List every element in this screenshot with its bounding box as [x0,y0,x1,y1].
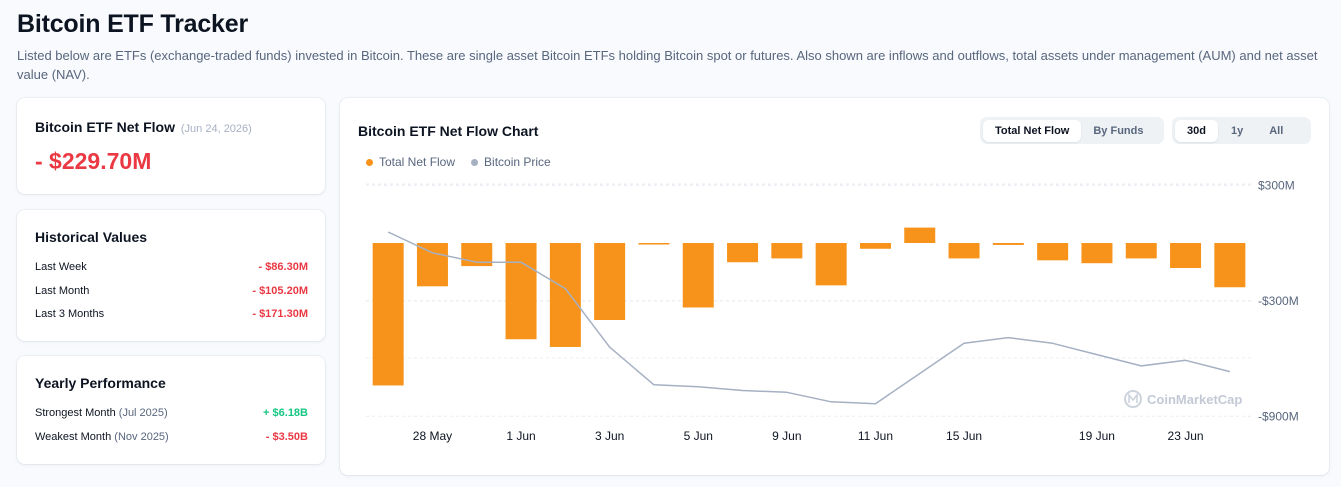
flow-bar [638,243,670,245]
time-range-toggle: 30d 1y All [1172,117,1311,144]
flow-bar [682,243,714,308]
watermark-text: CoinMarketCap [1147,392,1242,407]
flow-view-toggle: Total Net Flow By Funds [980,117,1164,144]
page-title: Bitcoin ETF Tracker [17,10,248,38]
flow-bar [372,243,404,386]
x-tick-label: 9 Jun [772,429,801,443]
x-tick-label: 3 Jun [595,429,624,443]
net-flow-chart-card: $300M -$300M -$900M 28 May 1 Jun 3 Jun 5 Jun 9 … [340,98,1329,475]
net-flow-title-text: Bitcoin ETF Net Flow [35,119,175,135]
x-tick-label: 19 Jun [1079,429,1115,443]
net-flow-value: - $229.70M [35,148,152,174]
historical-row: Last Month - $105.20M [35,285,308,297]
flow-bar [1081,243,1113,264]
net-flow-title: Bitcoin ETF Net Flow (Jun 24, 2026) [35,119,252,135]
historical-row-label: Last Week [35,261,87,273]
yearly-row: Weakest Month (Nov 2025) - $3.50B [35,431,308,443]
historical-row-value: - $105.20M [252,285,308,297]
yearly-row-period: (Nov 2025) [114,431,169,443]
yearly-row-value: + $6.18B [263,407,308,419]
page-description: Listed below are ETFs (exchange-traded f… [17,48,1318,82]
historical-row: Last 3 Months - $171.30M [35,308,308,320]
yearly-performance-card: Yearly Performance Strongest Month (Jul … [17,356,325,464]
legend-swatch-orange [366,158,373,166]
flow-bar [1170,243,1202,269]
y-tick-label: -$300M [1258,294,1299,308]
yearly-row-name: Weakest Month [35,431,112,443]
legend-label: Total Net Flow [379,155,456,169]
flow-bar [859,243,891,249]
net-flow-chart: $300M -$300M -$900M 28 May 1 Jun 3 Jun 5 Jun 9 … [366,178,1299,443]
tab-total-net-flow[interactable]: Total Net Flow [983,119,1082,142]
legend-swatch-gray [471,158,479,166]
x-tick-label: 1 Jun [506,429,535,443]
yearly-row-label: Weakest Month (Nov 2025) [35,431,169,443]
yearly-row-name: Strongest Month [35,407,116,419]
historical-values-card: Historical Values Last Week - $86.30M La… [17,210,325,341]
flow-bar [992,243,1024,245]
legend-label: Bitcoin Price [484,155,551,169]
flow-bar [904,227,936,243]
y-tick-label: -$900M [1258,409,1299,423]
yearly-row-period: (Jul 2025) [118,407,168,419]
yearly-row-label: Strongest Month (Jul 2025) [35,407,168,419]
yearly-row: Strongest Month (Jul 2025) + $6.18B [35,407,308,419]
x-tick-label: 28 May [413,429,452,443]
tab-by-funds[interactable]: By Funds [1093,124,1144,137]
flow-bar [727,243,759,263]
legend-item-total-net-flow[interactable]: Total Net Flow [366,155,455,169]
chart-legend: Total Net Flow Bitcoin Price [366,155,551,169]
net-flow-card: Bitcoin ETF Net Flow (Jun 24, 2026) - $2… [17,98,325,194]
x-tick-label: 5 Jun [684,429,713,443]
tab-range-all[interactable]: All [1269,124,1284,137]
flow-bar [1214,243,1246,288]
flow-bar [948,243,980,259]
x-tick-label: 11 Jun [858,429,893,443]
x-tick-label: 15 Jun [946,429,982,443]
legend-item-bitcoin-price[interactable]: Bitcoin Price [471,155,551,169]
coinmarketcap-logo-icon [1124,390,1142,408]
net-flow-date: (Jun 24, 2026) [180,123,252,135]
tab-range-1y[interactable]: 1y [1230,124,1244,137]
chart-title: Bitcoin ETF Net Flow Chart [358,123,539,139]
historical-row-value: - $86.30M [258,261,308,273]
flow-bar [771,243,803,259]
yearly-row-value: - $3.50B [265,431,308,443]
historical-values-title: Historical Values [35,229,148,245]
yearly-performance-title: Yearly Performance [35,375,166,391]
flow-bar [815,243,847,286]
flow-bar [416,243,448,287]
flow-bar [549,243,581,347]
historical-row: Last Week - $86.30M [35,261,308,273]
y-tick-label: $300M [1258,178,1295,192]
historical-row-label: Last Month [35,285,90,297]
flow-bar [594,243,626,320]
x-tick-label: 23 Jun [1168,429,1204,443]
historical-row-value: - $171.30M [252,308,308,320]
price-line [387,231,1230,405]
flow-bar [505,243,537,340]
tab-range-30d[interactable]: 30d [1175,119,1218,142]
flow-bar [1125,243,1157,259]
historical-row-label: Last 3 Months [35,308,105,320]
flow-bar [1037,243,1069,261]
